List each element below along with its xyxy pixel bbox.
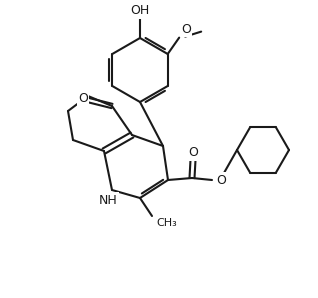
Text: NH: NH xyxy=(99,193,117,207)
Text: O: O xyxy=(78,92,88,105)
Text: O: O xyxy=(181,23,191,36)
Text: O: O xyxy=(188,147,198,159)
Text: CH₃: CH₃ xyxy=(156,218,177,228)
Text: O: O xyxy=(216,173,226,187)
Text: OH: OH xyxy=(130,4,150,18)
